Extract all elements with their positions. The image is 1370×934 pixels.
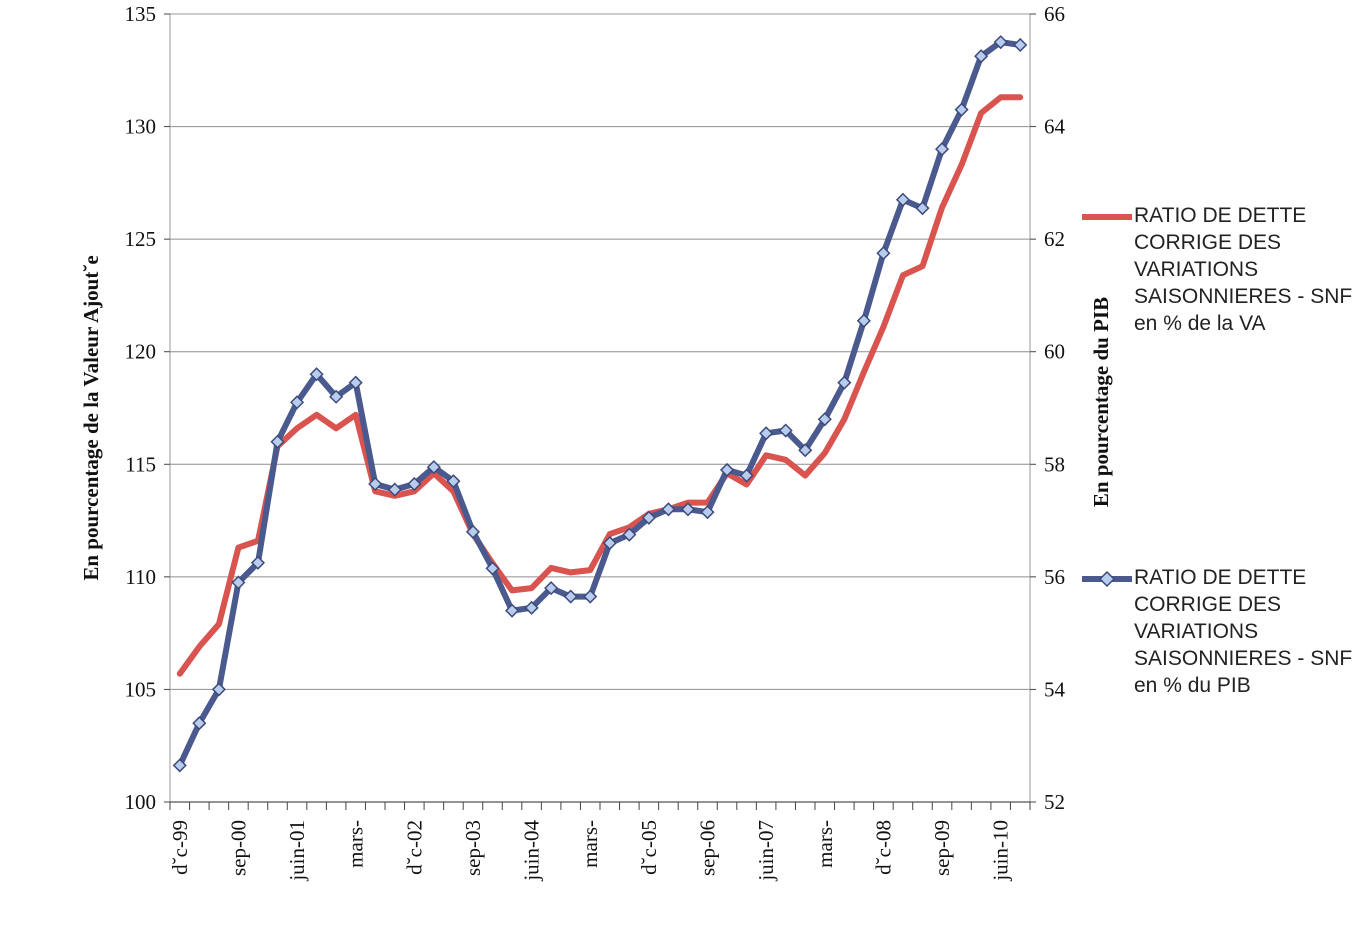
data-point-marker xyxy=(289,395,305,410)
data-point-marker xyxy=(954,102,969,117)
data-point-marker xyxy=(719,462,735,477)
data-point-marker xyxy=(465,524,481,539)
data-point-marker xyxy=(739,468,754,483)
series-line-va xyxy=(176,94,1024,677)
left-axis-title: En pourcentage de la Valeur Ajout˘e xyxy=(79,255,103,580)
data-point-marker xyxy=(895,192,911,207)
right-tick-label: 52 xyxy=(1044,790,1065,814)
x-tick-label: d˘c-05 xyxy=(637,820,661,875)
data-point-marker xyxy=(524,600,539,615)
data-point-marker xyxy=(602,536,617,551)
left-tick-label: 105 xyxy=(125,677,157,701)
data-point-marker xyxy=(563,589,578,604)
x-tick-label: juin-01 xyxy=(285,820,309,882)
data-point-marker xyxy=(309,367,324,382)
right-tick-label: 64 xyxy=(1044,115,1066,139)
x-tick-label: mars- xyxy=(344,820,368,868)
x-tick-label: mars- xyxy=(813,820,837,868)
data-point-marker xyxy=(641,510,656,525)
right-axis-title: En pourcentage du PIB xyxy=(1089,297,1113,507)
data-point-marker xyxy=(329,389,344,404)
data-point-marker xyxy=(172,758,187,773)
gridlines xyxy=(170,13,1030,690)
data-point-marker xyxy=(1013,37,1028,53)
data-point-marker xyxy=(387,482,402,497)
data-point-marker xyxy=(817,412,832,427)
data-point-marker xyxy=(231,575,246,590)
left-tick-label: 135 xyxy=(125,2,157,26)
data-point-marker xyxy=(661,502,676,517)
left-y-axis: 100 105 110 115 120 125 130 135 xyxy=(125,2,170,814)
data-point-marker xyxy=(250,555,266,570)
right-tick-label: 60 xyxy=(1044,340,1065,364)
legend-label-va: RATIO DE DETTE CORRIGE DES VARIATIONS SA… xyxy=(1134,204,1353,335)
data-point-marker xyxy=(348,375,363,390)
x-tick-label: d˘c-02 xyxy=(402,820,426,875)
data-point-marker xyxy=(778,423,793,438)
data-point-marker xyxy=(426,460,441,475)
data-point-marker xyxy=(700,505,715,520)
data-point-marker xyxy=(856,313,871,328)
x-tick-label: d˘c-99 xyxy=(168,820,192,875)
x-tick-label: mars- xyxy=(578,820,602,868)
data-point-marker xyxy=(270,434,285,449)
x-tick-label: juin-10 xyxy=(989,820,1013,882)
right-tick-label: 58 xyxy=(1044,452,1065,476)
data-point-marker xyxy=(798,443,813,458)
left-tick-label: 130 xyxy=(125,115,157,139)
data-point-marker xyxy=(993,35,1008,50)
right-tick-label: 62 xyxy=(1044,227,1065,251)
legend-item-pib: RATIO DE DETTE CORRIGE DES VARIATIONS SA… xyxy=(1082,564,1362,704)
left-tick-label: 110 xyxy=(125,565,156,589)
data-point-marker xyxy=(485,561,500,576)
plot-area-frame xyxy=(169,13,1031,803)
data-point-marker xyxy=(759,426,774,441)
data-point-marker xyxy=(192,716,207,731)
x-tick-label: sep-00 xyxy=(226,820,250,876)
x-tick-label: d˘c-08 xyxy=(871,820,895,875)
data-point-marker xyxy=(876,246,891,261)
data-point-marker xyxy=(837,375,852,390)
legend-label-pib: RATIO DE DETTE CORRIGE DES VARIATIONS SA… xyxy=(1134,566,1353,697)
left-tick-label: 100 xyxy=(125,790,157,814)
left-tick-label: 115 xyxy=(125,452,156,476)
left-tick-label: 125 xyxy=(125,227,157,251)
right-y-axis: 52 54 56 58 60 62 64 66 xyxy=(1030,2,1066,814)
right-tick-label: 66 xyxy=(1044,2,1065,26)
series-line-pib xyxy=(176,39,1024,769)
data-point-marker xyxy=(915,201,930,216)
x-tick-label: juin-07 xyxy=(754,820,778,882)
left-tick-label: 120 xyxy=(125,340,157,364)
data-point-marker xyxy=(211,682,226,697)
x-tick-label: sep-06 xyxy=(696,820,720,876)
data-point-marker xyxy=(622,527,637,542)
data-point-marker xyxy=(974,49,989,64)
legend-item-va: RATIO DE DETTE CORRIGE DES VARIATIONS SA… xyxy=(1082,202,1362,342)
data-point-marker xyxy=(680,502,696,517)
x-tick-label: sep-03 xyxy=(461,820,485,876)
series-layer xyxy=(172,35,1028,773)
right-tick-label: 56 xyxy=(1044,565,1065,589)
x-tick-label: juin-04 xyxy=(520,820,544,882)
legend-marker-pib xyxy=(1099,571,1115,587)
x-axis: d˘c-99 sep-00 juin-01 mars-d˘c-02 sep-03 juin… xyxy=(168,801,1031,882)
data-point-marker xyxy=(446,474,461,489)
right-tick-label: 54 xyxy=(1044,677,1066,701)
data-point-marker xyxy=(368,476,383,492)
data-point-marker xyxy=(934,142,950,157)
data-point-marker xyxy=(583,589,598,604)
data-point-marker xyxy=(407,476,422,492)
data-point-marker xyxy=(544,581,559,596)
legend-swatch-va xyxy=(1082,214,1132,220)
data-point-marker xyxy=(504,603,520,618)
x-tick-label: sep-09 xyxy=(930,820,954,876)
